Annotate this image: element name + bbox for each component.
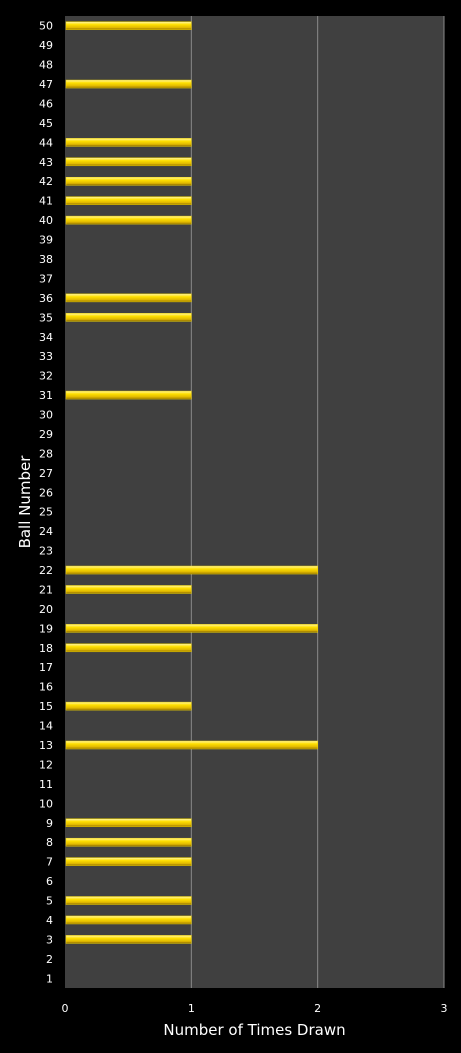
bar-ball-44 [65,138,192,147]
y-tick-label: 3 [46,933,53,946]
y-tick-label: 46 [39,97,53,110]
bar-ball-9 [65,818,192,828]
bar-ball-7 [65,857,192,866]
y-tick-label: 26 [39,486,53,499]
y-tick-label: 27 [39,467,53,480]
bar-ball-13 [65,740,318,750]
y-tick-label: 12 [39,758,53,771]
y-tick-label: 50 [39,20,53,33]
bar-ball-36 [65,293,192,303]
bar-ball-19 [65,624,318,633]
bar-ball-40 [65,215,192,225]
y-tick-label: 45 [39,117,53,130]
bar-ball-4 [65,915,192,925]
bar-ball-21 [65,585,192,594]
bar-ball-18 [65,643,192,653]
bar-ball-42 [65,176,192,186]
bar-ball-31 [65,390,192,400]
y-tick-label: 7 [46,856,53,869]
y-tick-label: 1 [46,972,53,985]
y-tick-label: 8 [46,836,53,849]
x-tick-labels: 0 1 2 3 [62,1002,448,1015]
y-tick-label: 5 [46,895,53,908]
y-tick-label: 20 [39,603,53,616]
y-tick-label: 43 [39,156,53,169]
x-tick-label: 1 [188,1002,195,1015]
y-tick-label: 4 [46,914,53,927]
bar-ball-22 [65,565,318,575]
bars [65,21,318,944]
y-tick-label: 16 [39,681,53,694]
bar-ball-8 [65,837,192,847]
y-tick-label: 22 [39,564,53,577]
y-tick-label: 31 [39,389,53,402]
y-tick-label: 14 [39,720,53,733]
y-tick-label: 47 [39,78,53,91]
bar-ball-47 [65,79,192,89]
y-tick-label: 25 [39,506,53,519]
bar-ball-3 [65,935,192,944]
y-tick-label: 40 [39,214,53,227]
y-tick-label: 36 [39,292,53,305]
y-tick-label: 33 [39,350,53,363]
x-tick-label: 3 [441,1002,448,1015]
bar-ball-15 [65,701,192,711]
y-tick-label: 28 [39,447,53,460]
y-tick-label: 10 [39,797,53,810]
y-tick-label: 2 [46,953,53,966]
y-tick-label: 19 [39,622,53,635]
y-tick-label: 21 [39,583,53,596]
y-tick-label: 39 [39,234,53,247]
y-tick-label: 6 [46,875,53,888]
y-tick-labels: 1234567891011121314151617181920212223242… [39,20,53,986]
y-tick-label: 41 [39,195,53,208]
y-tick-label: 13 [39,739,53,752]
y-tick-label: 30 [39,409,53,422]
y-tick-label: 18 [39,642,53,655]
y-axis-title: Ball Number [16,455,34,549]
bar-ball-50 [65,21,192,30]
x-tick-label: 0 [62,1002,69,1015]
y-tick-label: 24 [39,525,53,538]
y-tick-label: 15 [39,700,53,713]
y-tick-label: 34 [39,331,53,344]
y-tick-label: 17 [39,661,53,674]
y-tick-label: 38 [39,253,53,266]
y-tick-label: 42 [39,175,53,188]
y-tick-label: 35 [39,311,53,324]
x-axis-title: Number of Times Drawn [163,1021,345,1039]
y-tick-label: 32 [39,370,53,383]
y-tick-label: 23 [39,545,53,558]
y-tick-label: 11 [39,778,53,791]
bar-ball-41 [65,196,192,205]
y-tick-label: 9 [46,817,53,830]
y-tick-label: 29 [39,428,53,441]
y-tick-label: 48 [39,59,53,72]
bar-ball-5 [65,896,192,905]
y-tick-label: 37 [39,272,53,285]
y-tick-label: 44 [39,136,53,149]
x-tick-label: 2 [314,1002,321,1015]
bar-ball-43 [65,157,192,167]
bar-ball-35 [65,313,192,322]
y-tick-label: 49 [39,39,53,52]
